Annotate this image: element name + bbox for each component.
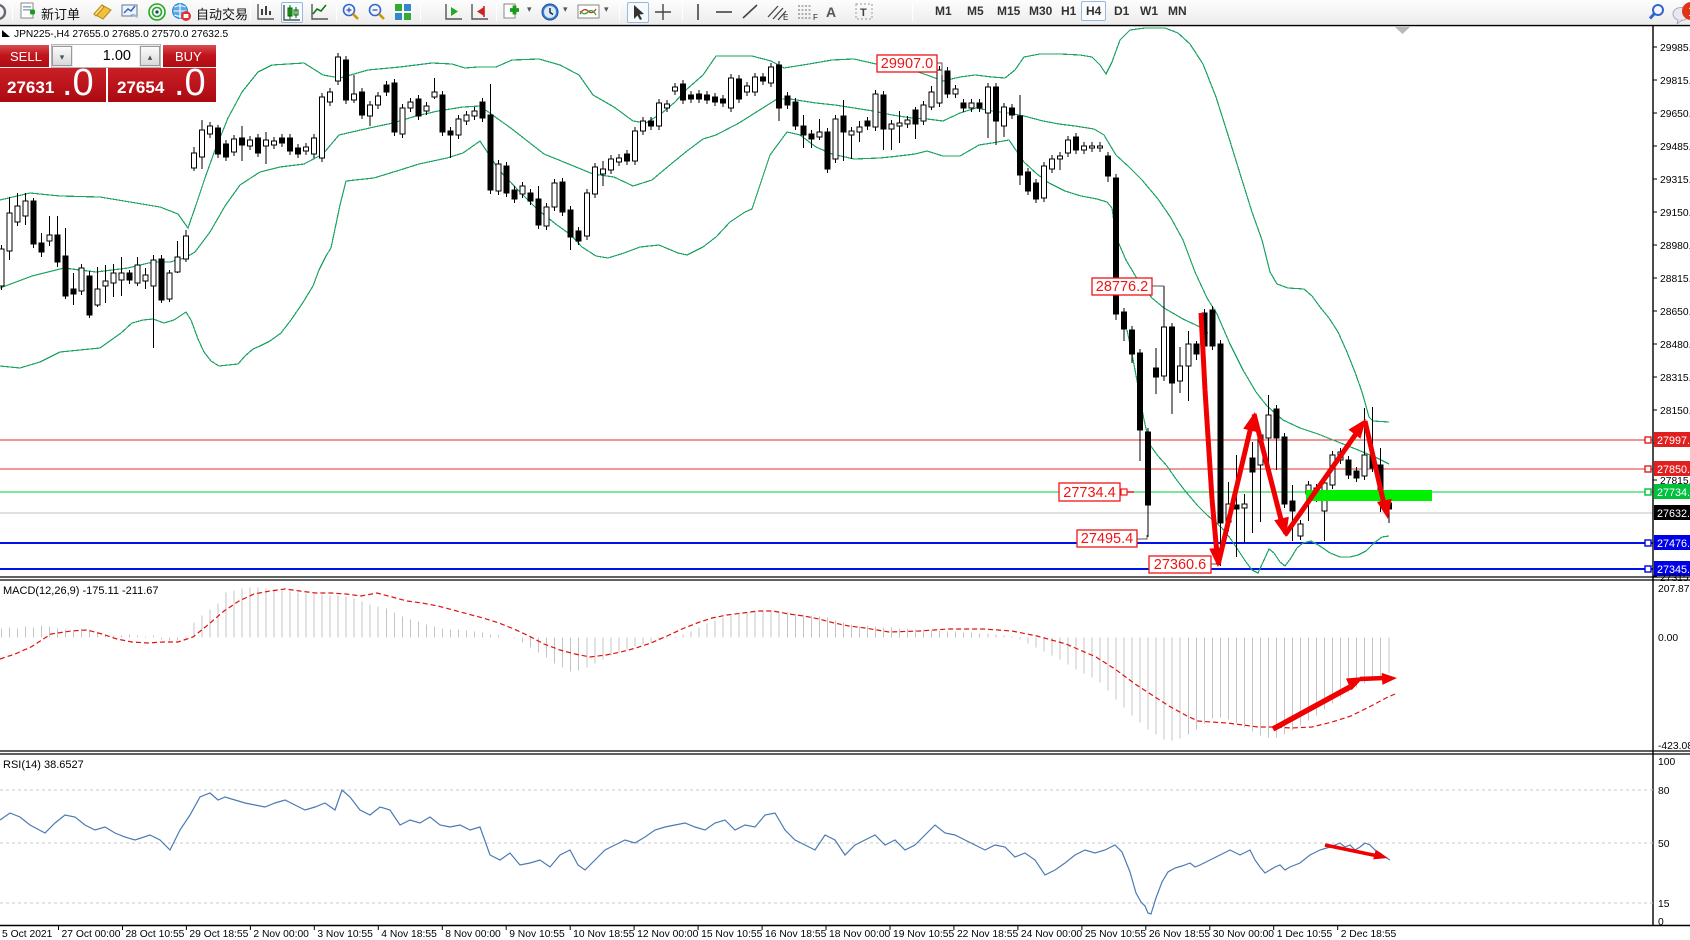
svg-text:10 Nov 18:55: 10 Nov 18:55 <box>573 929 635 940</box>
svg-text:2 Dec 18:55: 2 Dec 18:55 <box>1341 929 1397 940</box>
svg-text:29650.0: 29650.0 <box>1660 109 1690 120</box>
svg-text:1 Dec 10:55: 1 Dec 10:55 <box>1277 929 1333 940</box>
svg-text:26 Nov 18:55: 26 Nov 18:55 <box>1149 929 1211 940</box>
svg-text:24 Nov 00:00: 24 Nov 00:00 <box>1021 929 1083 940</box>
svg-text:28815.0: 28815.0 <box>1660 274 1690 285</box>
svg-text:15: 15 <box>1658 899 1670 910</box>
svg-text:1: 1 <box>1688 3 1690 19</box>
svg-text:29815.0: 29815.0 <box>1660 76 1690 87</box>
svg-text:29 Oct 18:55: 29 Oct 18:55 <box>189 929 248 940</box>
svg-text:19 Nov 10:55: 19 Nov 10:55 <box>893 929 955 940</box>
svg-text:28650.0: 28650.0 <box>1660 307 1690 318</box>
svg-text:29485.0: 29485.0 <box>1660 142 1690 153</box>
svg-text:MACD(12,26,9) -175.11 -211.67: MACD(12,26,9) -175.11 -211.67 <box>3 585 159 597</box>
svg-text:27734.4: 27734.4 <box>1063 485 1115 501</box>
svg-text:25 Nov 10:55: 25 Nov 10:55 <box>1085 929 1147 940</box>
svg-text:27815.0: 27815.0 <box>1660 476 1690 487</box>
svg-text:27345.9: 27345.9 <box>1657 564 1690 576</box>
svg-text:16 Nov 18:55: 16 Nov 18:55 <box>765 929 827 940</box>
svg-text:29315.0: 29315.0 <box>1660 175 1690 186</box>
svg-text:207.87: 207.87 <box>1658 584 1690 595</box>
svg-text:80: 80 <box>1658 786 1670 797</box>
svg-text:27476.8: 27476.8 <box>1657 538 1690 550</box>
svg-text:27 Oct 00:00: 27 Oct 00:00 <box>62 929 121 940</box>
svg-text:RSI(14) 38.6527: RSI(14) 38.6527 <box>3 759 84 771</box>
svg-text:28150.0: 28150.0 <box>1660 406 1690 417</box>
svg-text:50: 50 <box>1658 839 1670 850</box>
svg-text:29985.0: 29985.0 <box>1660 43 1690 54</box>
svg-text:12 Nov 00:00: 12 Nov 00:00 <box>637 929 699 940</box>
svg-text:100: 100 <box>1658 757 1675 768</box>
svg-text:28980.0: 28980.0 <box>1660 241 1690 252</box>
svg-text:T: T <box>860 7 867 19</box>
svg-text:30 Nov 00:00: 30 Nov 00:00 <box>1213 929 1275 940</box>
svg-text:27734.4: 27734.4 <box>1657 487 1690 499</box>
svg-text:28776.2: 28776.2 <box>1096 279 1148 295</box>
svg-text:28480.0: 28480.0 <box>1660 340 1690 351</box>
svg-text:15 Nov 10:55: 15 Nov 10:55 <box>701 929 763 940</box>
svg-text:4 Nov 18:55: 4 Nov 18:55 <box>381 929 437 940</box>
svg-text:27495.4: 27495.4 <box>1081 531 1133 547</box>
svg-text:0.00: 0.00 <box>1658 633 1678 644</box>
svg-text:3 Nov 10:55: 3 Nov 10:55 <box>317 929 373 940</box>
svg-text:8 Nov 00:00: 8 Nov 00:00 <box>445 929 501 940</box>
svg-text:2 Nov 00:00: 2 Nov 00:00 <box>253 929 309 940</box>
svg-text:27360.6: 27360.6 <box>1154 557 1206 573</box>
svg-text:27850.5: 27850.5 <box>1657 464 1690 476</box>
svg-text:5 Oct 2021: 5 Oct 2021 <box>2 929 53 940</box>
svg-text:29150.0: 29150.0 <box>1660 208 1690 219</box>
svg-text:F: F <box>813 13 818 22</box>
svg-text:9 Nov 10:55: 9 Nov 10:55 <box>509 929 565 940</box>
svg-text:E: E <box>783 13 788 22</box>
svg-text:27315.0: 27315.0 <box>1660 573 1690 584</box>
svg-text:27632.5: 27632.5 <box>1657 508 1690 520</box>
svg-text:18 Nov 00:00: 18 Nov 00:00 <box>829 929 891 940</box>
svg-text:JPN225-,H4 27655.0 27685.0 27: JPN225-,H4 27655.0 27685.0 27570.0 27632… <box>14 29 228 40</box>
svg-text:29907.0: 29907.0 <box>881 56 933 72</box>
svg-text:22 Nov 18:55: 22 Nov 18:55 <box>957 929 1019 940</box>
svg-text:0: 0 <box>1658 917 1664 928</box>
svg-text:27997.0: 27997.0 <box>1657 435 1690 447</box>
svg-text:28315.0: 28315.0 <box>1660 373 1690 384</box>
svg-text:-423.08: -423.08 <box>1658 741 1690 752</box>
svg-text:28 Oct 10:55: 28 Oct 10:55 <box>125 929 184 940</box>
